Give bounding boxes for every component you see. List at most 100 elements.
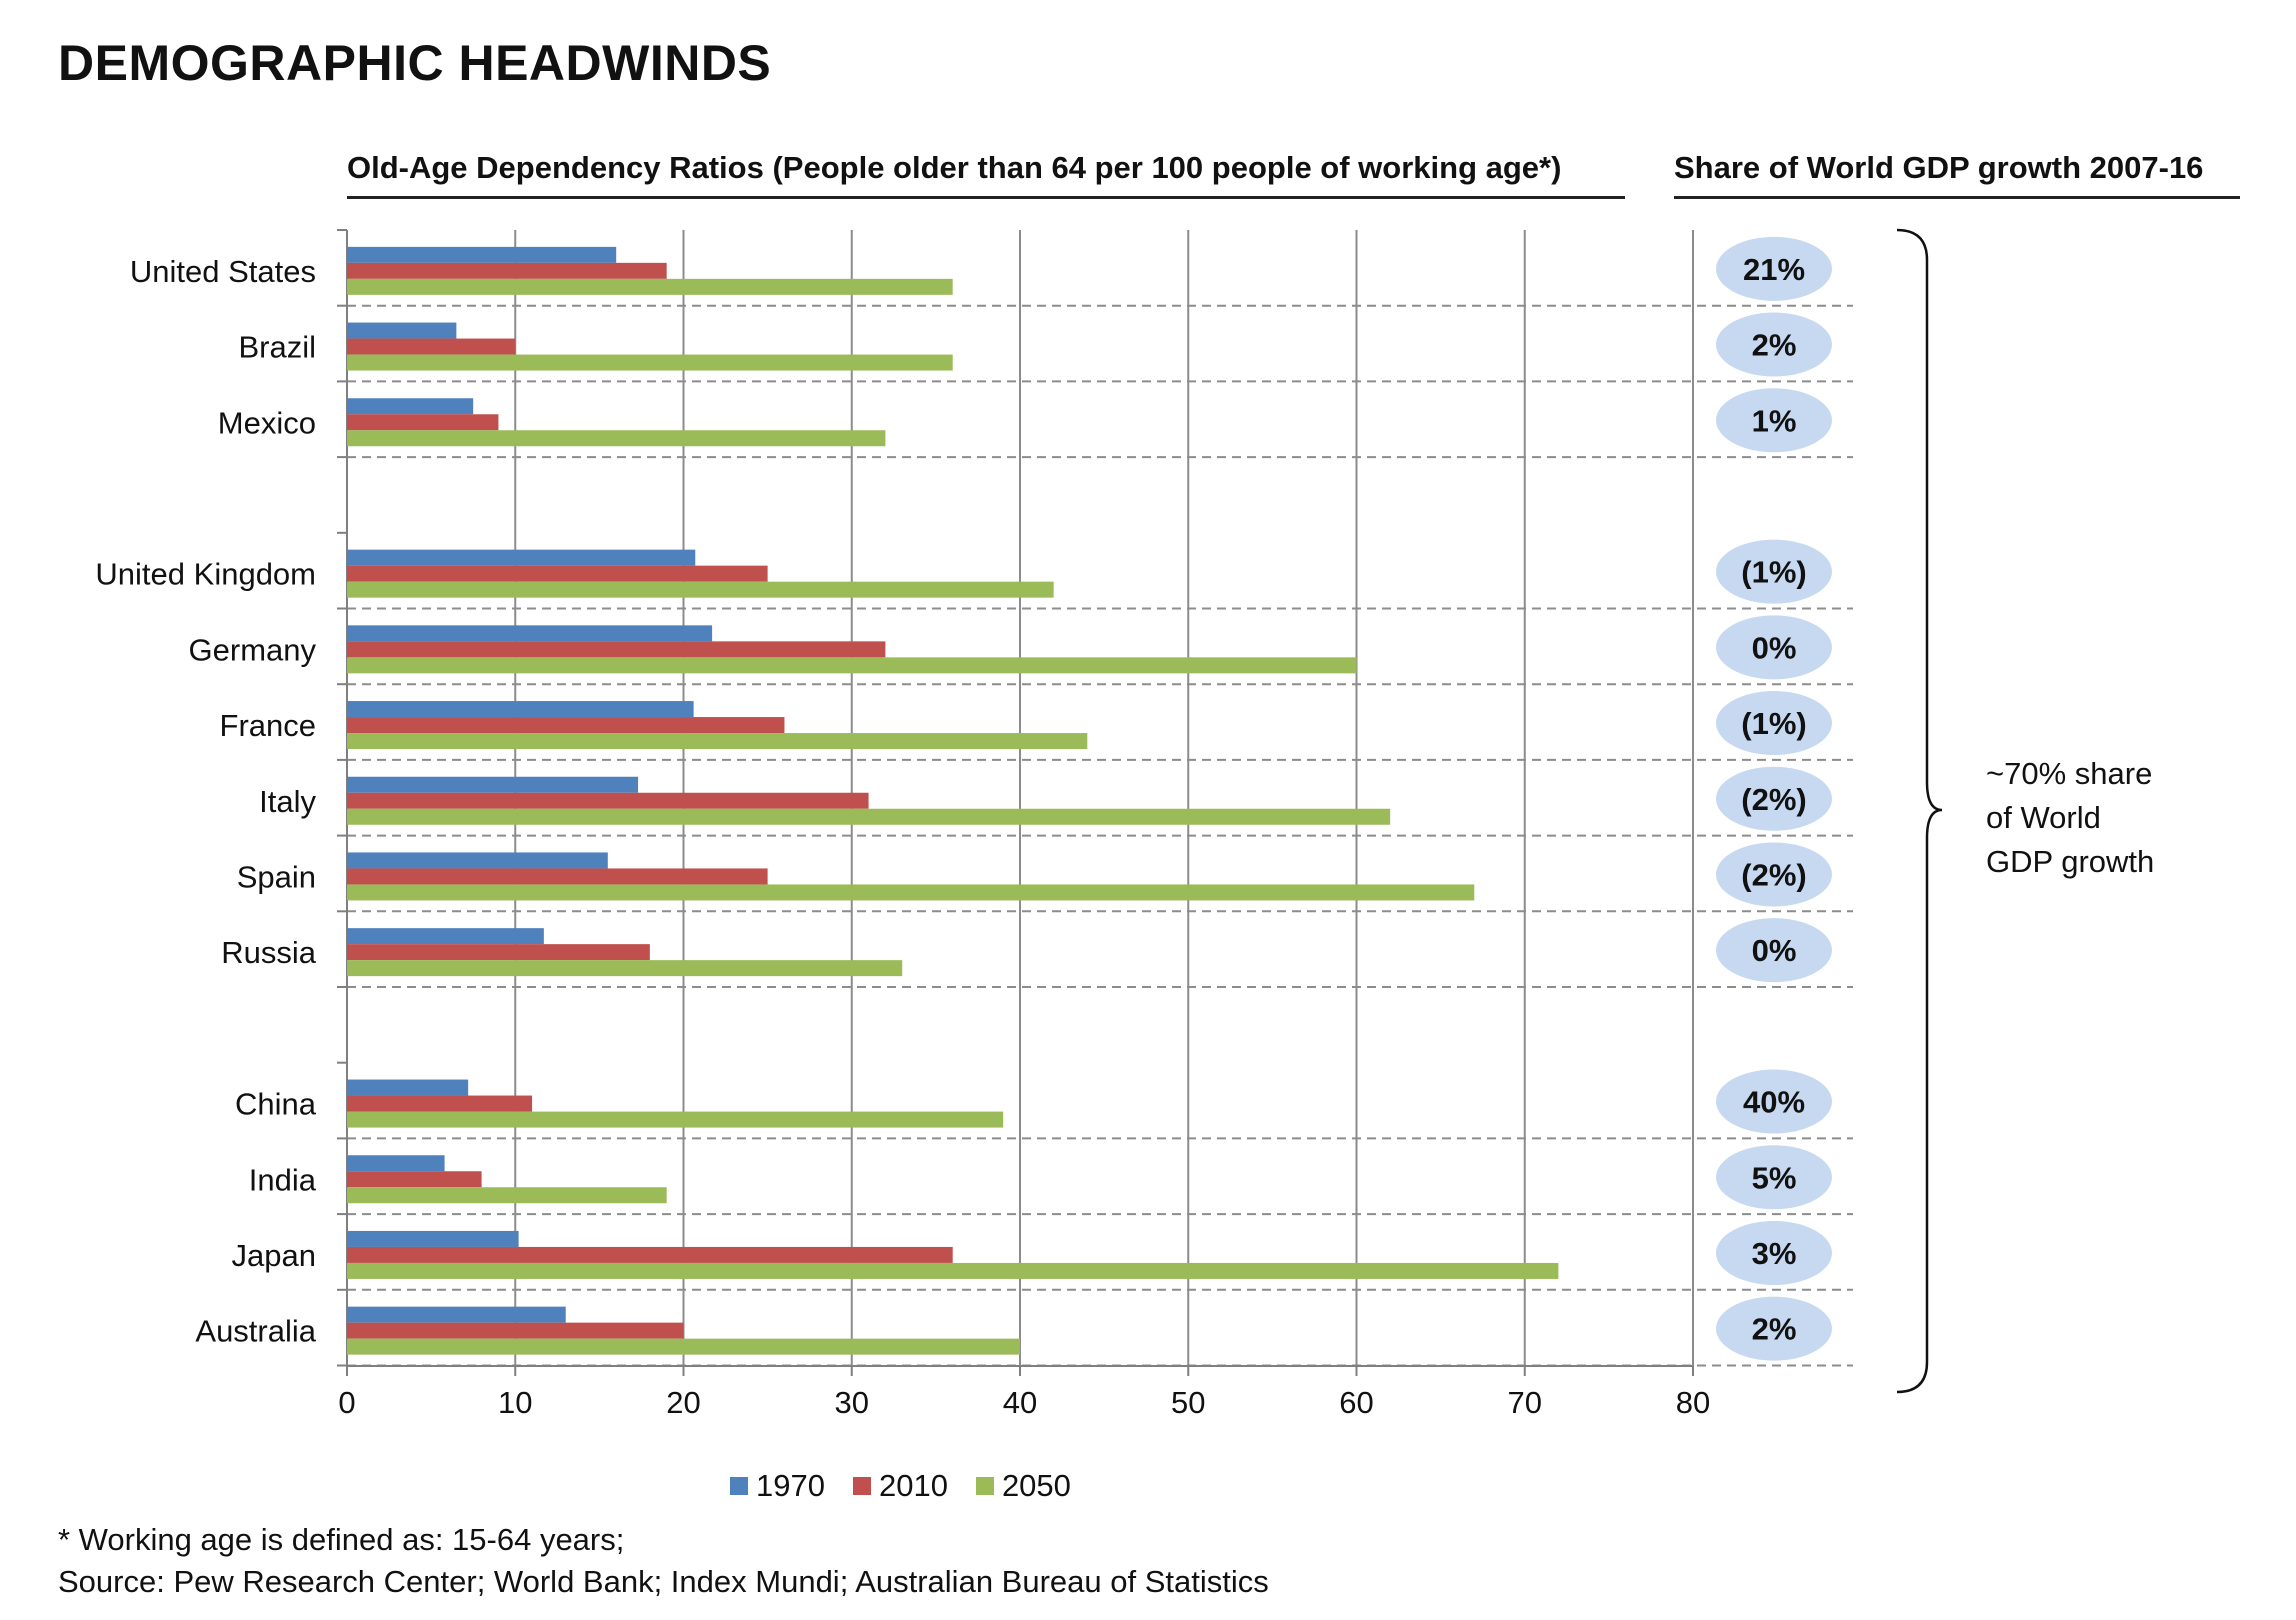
page-title: DEMOGRAPHIC HEADWINDS xyxy=(58,35,772,91)
category-label: France xyxy=(220,708,316,743)
bar-2050-brazil xyxy=(347,354,953,371)
bar-1970-mexico xyxy=(347,398,474,415)
legend-label-2050: 2050 xyxy=(1001,1468,1071,1503)
gdp-share-value: 2% xyxy=(1752,328,1797,363)
gdp-share-bubble xyxy=(1716,766,1832,831)
bar-1970-germany xyxy=(347,625,713,642)
bracket-label-line: ~70% share xyxy=(1986,756,2153,791)
gdp-share-value: (2%) xyxy=(1741,782,1806,817)
bar-1970-russia xyxy=(347,928,544,945)
legend-item-2010: 2010 xyxy=(852,1468,948,1504)
bar-2050-france xyxy=(347,733,1088,750)
gdp-share-bubble xyxy=(1716,1145,1832,1210)
category-label: United Kingdom xyxy=(95,557,316,592)
gdp-share-value: 21% xyxy=(1743,252,1805,287)
gdp-share-value: 2% xyxy=(1752,1312,1797,1347)
bar-2050-australia xyxy=(347,1338,1020,1355)
chart-legend: 1970 2010 2050 xyxy=(730,1468,1071,1504)
bar-2050-china xyxy=(347,1111,1004,1128)
bar-1970-brazil xyxy=(347,322,457,339)
curly-brace xyxy=(1896,228,1943,1394)
bar-2010-france xyxy=(347,717,785,734)
gdp-share-bubble xyxy=(1716,842,1832,907)
gdp-share-value: (1%) xyxy=(1741,555,1806,590)
gdp-share-value: 1% xyxy=(1752,403,1797,438)
bar-2010-india xyxy=(347,1171,482,1188)
bar-2010-united-kingdom xyxy=(347,565,768,582)
gdp-share-value: (1%) xyxy=(1741,706,1806,741)
category-label: China xyxy=(235,1087,317,1122)
bar-2010-spain xyxy=(347,868,768,885)
bar-1970-united-states xyxy=(347,246,617,263)
x-tick-label: 10 xyxy=(498,1385,532,1420)
bar-2010-germany xyxy=(347,641,886,658)
bar-1970-spain xyxy=(347,852,608,869)
bar-1970-united-kingdom xyxy=(347,549,696,566)
x-tick-label: 0 xyxy=(338,1385,355,1420)
bar-2050-germany xyxy=(347,657,1357,674)
gdp-share-bubble xyxy=(1716,312,1832,377)
bar-1970-france xyxy=(347,701,694,718)
category-label: United States xyxy=(130,254,316,289)
bar-2010-mexico xyxy=(347,414,499,431)
legend-label-2010: 2010 xyxy=(878,1468,948,1503)
gdp-share-bubble xyxy=(1716,236,1832,301)
bar-2050-spain xyxy=(347,884,1475,901)
bar-1970-japan xyxy=(347,1230,519,1247)
category-label: Brazil xyxy=(238,330,316,365)
x-tick-label: 20 xyxy=(666,1385,700,1420)
legend-swatch-2050 xyxy=(975,1477,994,1495)
bar-2050-india xyxy=(347,1187,667,1204)
bracket-label: ~70% share of World GDP growth xyxy=(1986,752,2154,884)
footnote-source: Source: Pew Research Center; World Bank;… xyxy=(58,1564,1269,1599)
x-tick-label: 50 xyxy=(1171,1385,1205,1420)
bar-2010-brazil xyxy=(347,338,516,355)
gdp-share-bubble xyxy=(1716,539,1832,604)
bar-2050-italy xyxy=(347,808,1391,825)
x-tick-label: 80 xyxy=(1676,1385,1710,1420)
bar-1970-italy xyxy=(347,776,639,793)
bar-2010-japan xyxy=(347,1246,953,1263)
bar-2010-united-states xyxy=(347,262,667,279)
bar-2010-australia xyxy=(347,1322,684,1339)
bar-1970-india xyxy=(347,1155,445,1172)
gdp-share-bubble xyxy=(1716,1296,1832,1361)
category-label: Mexico xyxy=(218,405,316,440)
category-label: Japan xyxy=(232,1238,316,1273)
bar-2010-china xyxy=(347,1095,533,1112)
gdp-share-bubble xyxy=(1716,1220,1832,1285)
gdp-share-header: Share of World GDP growth 2007-16 xyxy=(1674,150,2240,199)
category-label: Australia xyxy=(195,1314,316,1349)
x-tick-label: 40 xyxy=(1003,1385,1037,1420)
gdp-share-bubble xyxy=(1716,691,1832,756)
bar-2050-japan xyxy=(347,1262,1559,1279)
x-tick-label: 60 xyxy=(1339,1385,1373,1420)
x-tick-label: 30 xyxy=(835,1385,869,1420)
category-label: India xyxy=(249,1162,317,1197)
bracket-label-line: of World xyxy=(1986,800,2101,835)
gdp-share-bubble xyxy=(1716,1069,1832,1134)
category-label: Germany xyxy=(189,632,317,667)
bar-2050-mexico xyxy=(347,430,886,447)
legend-swatch-1970 xyxy=(730,1477,748,1495)
gdp-share-bubble xyxy=(1716,388,1832,453)
footnote-working-age: * Working age is defined as: 15-64 years… xyxy=(58,1522,625,1557)
gdp-share-value: 40% xyxy=(1743,1085,1805,1120)
gdp-share-value: (2%) xyxy=(1741,857,1806,892)
legend-label-1970: 1970 xyxy=(756,1468,825,1503)
legend-swatch-2010 xyxy=(852,1477,871,1495)
bar-2050-united-states xyxy=(347,278,953,295)
bracket-label-line: GDP growth xyxy=(1986,844,2155,879)
legend-item-2050: 2050 xyxy=(975,1468,1071,1504)
bar-2050-united-kingdom xyxy=(347,581,1054,598)
bar-2010-italy xyxy=(347,792,869,809)
bar-1970-china xyxy=(347,1079,469,1096)
x-tick-label: 70 xyxy=(1508,1385,1542,1420)
gdp-share-value: 0% xyxy=(1752,933,1797,968)
category-label: Italy xyxy=(259,784,316,819)
gdp-share-bubble xyxy=(1716,918,1832,983)
gdp-share-bubble xyxy=(1716,615,1832,680)
gdp-share-value: 3% xyxy=(1752,1236,1797,1271)
bar-2010-russia xyxy=(347,944,650,961)
